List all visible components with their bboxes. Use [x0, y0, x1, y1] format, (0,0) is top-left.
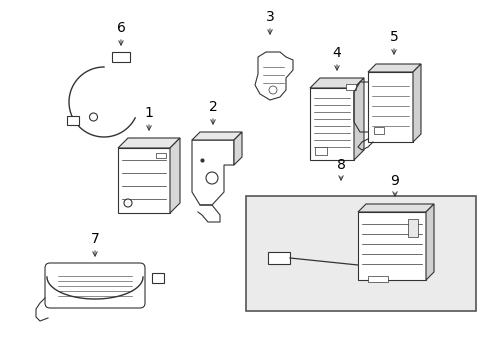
Text: 4: 4: [332, 46, 341, 60]
Polygon shape: [254, 52, 292, 100]
Polygon shape: [425, 204, 433, 280]
Bar: [112, 52, 130, 62]
Polygon shape: [357, 204, 433, 212]
Text: 1: 1: [144, 106, 153, 120]
Text: 2: 2: [208, 100, 217, 114]
Polygon shape: [367, 64, 420, 72]
Polygon shape: [412, 64, 420, 142]
Bar: [367, 72, 412, 142]
Bar: [156, 153, 165, 158]
FancyBboxPatch shape: [45, 263, 145, 308]
Polygon shape: [309, 78, 363, 88]
Bar: [309, 88, 353, 160]
Polygon shape: [192, 132, 242, 140]
Polygon shape: [118, 138, 180, 148]
Polygon shape: [234, 132, 242, 165]
Polygon shape: [192, 140, 234, 205]
Circle shape: [124, 199, 132, 207]
Text: 8: 8: [336, 158, 345, 172]
Bar: [67, 116, 79, 125]
Text: 9: 9: [390, 174, 399, 188]
Bar: [267, 252, 289, 264]
Bar: [367, 276, 387, 282]
Bar: [118, 148, 170, 213]
FancyBboxPatch shape: [245, 196, 475, 311]
Circle shape: [268, 86, 276, 94]
Bar: [357, 212, 425, 280]
Circle shape: [205, 172, 218, 184]
Bar: [373, 127, 383, 134]
Text: 5: 5: [389, 30, 398, 44]
Circle shape: [89, 113, 97, 121]
Polygon shape: [353, 78, 363, 160]
Bar: [314, 147, 326, 155]
Bar: [152, 273, 163, 283]
Bar: [407, 219, 417, 237]
Bar: [346, 84, 355, 90]
Text: 7: 7: [90, 232, 99, 246]
Text: 3: 3: [265, 10, 274, 24]
Text: 6: 6: [116, 21, 125, 35]
Polygon shape: [170, 138, 180, 213]
